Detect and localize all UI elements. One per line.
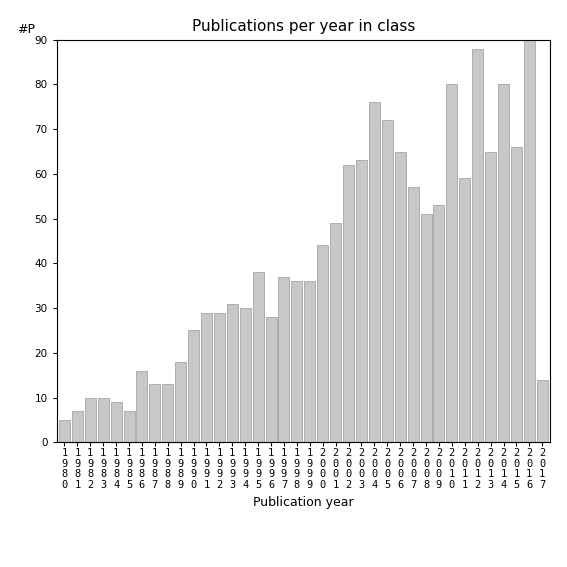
Bar — [343, 165, 354, 442]
Bar — [459, 179, 470, 442]
Text: #P: #P — [17, 23, 35, 36]
Bar — [382, 120, 393, 442]
Bar — [149, 384, 160, 442]
Bar — [137, 371, 147, 442]
Bar — [227, 303, 238, 442]
Bar — [446, 84, 458, 442]
Bar — [304, 281, 315, 442]
Bar — [395, 151, 405, 442]
Bar — [485, 151, 496, 442]
Bar — [498, 84, 509, 442]
Bar — [472, 49, 483, 442]
Bar — [162, 384, 174, 442]
Bar — [278, 277, 290, 442]
Bar — [369, 102, 380, 442]
Bar — [59, 420, 70, 442]
Bar — [356, 160, 367, 442]
Bar — [175, 362, 186, 442]
Title: Publications per year in class: Publications per year in class — [192, 19, 415, 35]
Bar — [511, 147, 522, 442]
Bar — [421, 214, 431, 442]
Bar — [201, 312, 212, 442]
Bar — [214, 312, 225, 442]
Bar — [253, 272, 264, 442]
Bar — [265, 317, 277, 442]
Bar — [330, 223, 341, 442]
Bar — [240, 308, 251, 442]
Bar — [291, 281, 302, 442]
Bar — [317, 246, 328, 442]
X-axis label: Publication year: Publication year — [253, 496, 354, 509]
Bar — [98, 397, 109, 442]
Bar — [433, 205, 445, 442]
Bar — [188, 331, 199, 442]
Bar — [72, 411, 83, 442]
Bar — [408, 187, 418, 442]
Bar — [111, 402, 121, 442]
Bar — [537, 380, 548, 442]
Bar — [524, 40, 535, 442]
Bar — [85, 397, 96, 442]
Bar — [124, 411, 134, 442]
